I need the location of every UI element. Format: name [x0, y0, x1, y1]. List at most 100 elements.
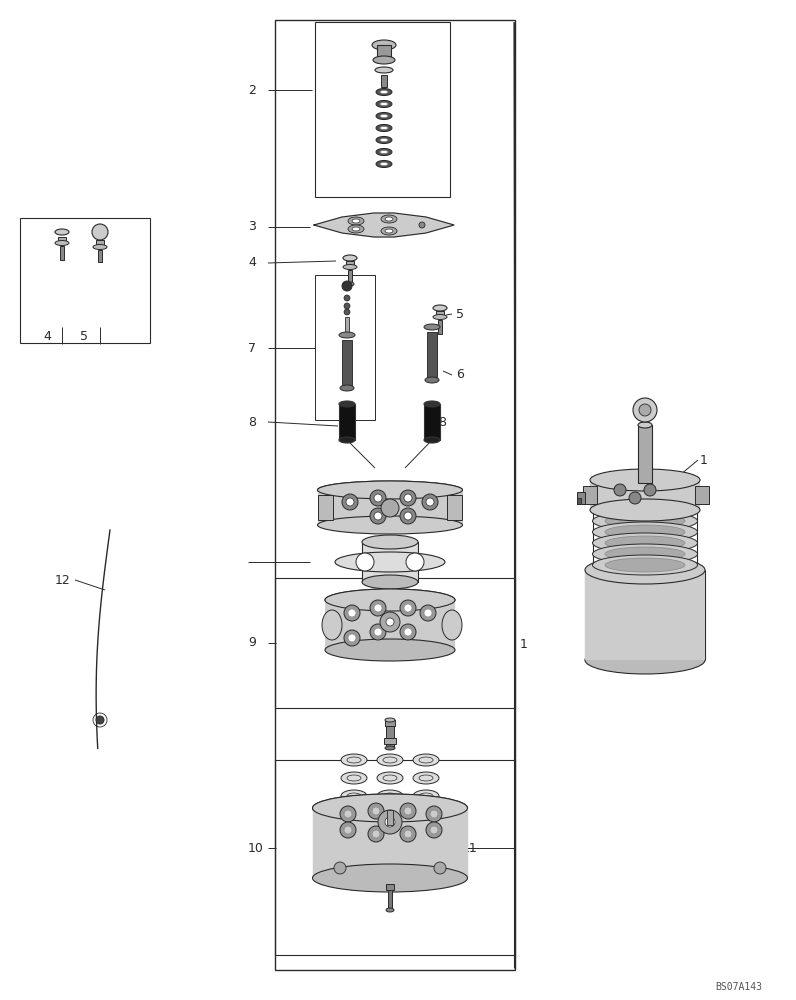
Ellipse shape — [55, 240, 69, 245]
Circle shape — [419, 222, 425, 228]
Ellipse shape — [592, 500, 697, 520]
Circle shape — [92, 224, 108, 240]
Text: 10: 10 — [248, 842, 264, 854]
Ellipse shape — [55, 229, 69, 235]
Bar — [60, 246, 64, 260]
Ellipse shape — [376, 148, 392, 155]
Text: 5: 5 — [80, 330, 88, 342]
Bar — [348, 270, 352, 284]
Ellipse shape — [385, 746, 395, 750]
Circle shape — [381, 499, 399, 517]
Ellipse shape — [433, 314, 447, 320]
Ellipse shape — [605, 503, 685, 517]
Circle shape — [374, 512, 382, 520]
Circle shape — [404, 807, 412, 815]
Bar — [388, 890, 392, 910]
Bar — [58, 237, 66, 243]
Bar — [98, 250, 102, 262]
Bar — [20, 218, 150, 343]
Circle shape — [400, 600, 416, 616]
Ellipse shape — [592, 533, 697, 553]
Ellipse shape — [372, 40, 396, 50]
Circle shape — [344, 303, 350, 309]
Text: 2: 2 — [248, 84, 256, 97]
Ellipse shape — [385, 718, 395, 722]
Circle shape — [424, 609, 432, 617]
Ellipse shape — [339, 401, 355, 407]
Circle shape — [370, 490, 386, 506]
Circle shape — [344, 826, 352, 834]
Circle shape — [372, 807, 380, 815]
Bar — [695, 486, 709, 504]
Circle shape — [344, 295, 350, 301]
Text: 12: 12 — [55, 574, 71, 586]
Circle shape — [344, 810, 352, 818]
Ellipse shape — [343, 255, 357, 261]
Ellipse shape — [380, 114, 388, 117]
Ellipse shape — [339, 332, 355, 338]
Text: 9: 9 — [248, 637, 256, 650]
Bar — [427, 332, 437, 377]
Bar — [385, 720, 395, 726]
Bar — [315, 275, 375, 420]
Ellipse shape — [318, 481, 462, 499]
Circle shape — [386, 618, 394, 626]
Bar — [362, 542, 418, 582]
Ellipse shape — [380, 162, 388, 165]
Bar — [436, 311, 444, 317]
Circle shape — [370, 508, 386, 524]
Circle shape — [644, 484, 656, 496]
Ellipse shape — [605, 514, 685, 528]
Text: 4: 4 — [248, 256, 256, 269]
Ellipse shape — [433, 305, 447, 311]
Circle shape — [422, 494, 438, 510]
Ellipse shape — [339, 437, 355, 443]
Ellipse shape — [362, 575, 418, 589]
Ellipse shape — [605, 558, 685, 572]
Bar — [275, 578, 515, 708]
Ellipse shape — [585, 646, 705, 674]
Text: 7: 7 — [248, 342, 256, 355]
Circle shape — [368, 803, 384, 819]
Bar — [424, 404, 440, 440]
Bar — [275, 20, 515, 970]
Ellipse shape — [381, 227, 397, 235]
Bar — [386, 726, 394, 748]
Ellipse shape — [380, 138, 388, 141]
Circle shape — [639, 404, 651, 416]
Circle shape — [629, 492, 641, 504]
Circle shape — [348, 634, 356, 642]
Circle shape — [404, 830, 412, 838]
Ellipse shape — [592, 511, 697, 531]
Ellipse shape — [346, 282, 354, 286]
Text: 6: 6 — [456, 368, 464, 381]
Circle shape — [400, 826, 416, 842]
Circle shape — [400, 490, 416, 506]
Ellipse shape — [638, 422, 652, 428]
Circle shape — [420, 605, 436, 621]
Ellipse shape — [376, 112, 392, 119]
Circle shape — [344, 605, 360, 621]
Circle shape — [400, 508, 416, 524]
Bar — [346, 261, 354, 267]
Text: 1: 1 — [700, 454, 708, 466]
Ellipse shape — [385, 229, 393, 233]
Circle shape — [404, 604, 412, 612]
Ellipse shape — [318, 481, 462, 499]
Ellipse shape — [313, 794, 467, 822]
Circle shape — [340, 822, 356, 838]
Ellipse shape — [376, 160, 392, 167]
Circle shape — [344, 309, 350, 315]
Text: 8: 8 — [438, 416, 446, 428]
Ellipse shape — [352, 219, 360, 223]
Bar — [590, 480, 700, 512]
Circle shape — [430, 826, 438, 834]
Bar — [384, 738, 396, 744]
Bar — [342, 340, 352, 385]
Circle shape — [374, 604, 382, 612]
Circle shape — [404, 628, 412, 636]
Text: 3: 3 — [248, 221, 256, 233]
Circle shape — [334, 862, 346, 874]
Circle shape — [374, 628, 382, 636]
Bar — [577, 492, 585, 504]
